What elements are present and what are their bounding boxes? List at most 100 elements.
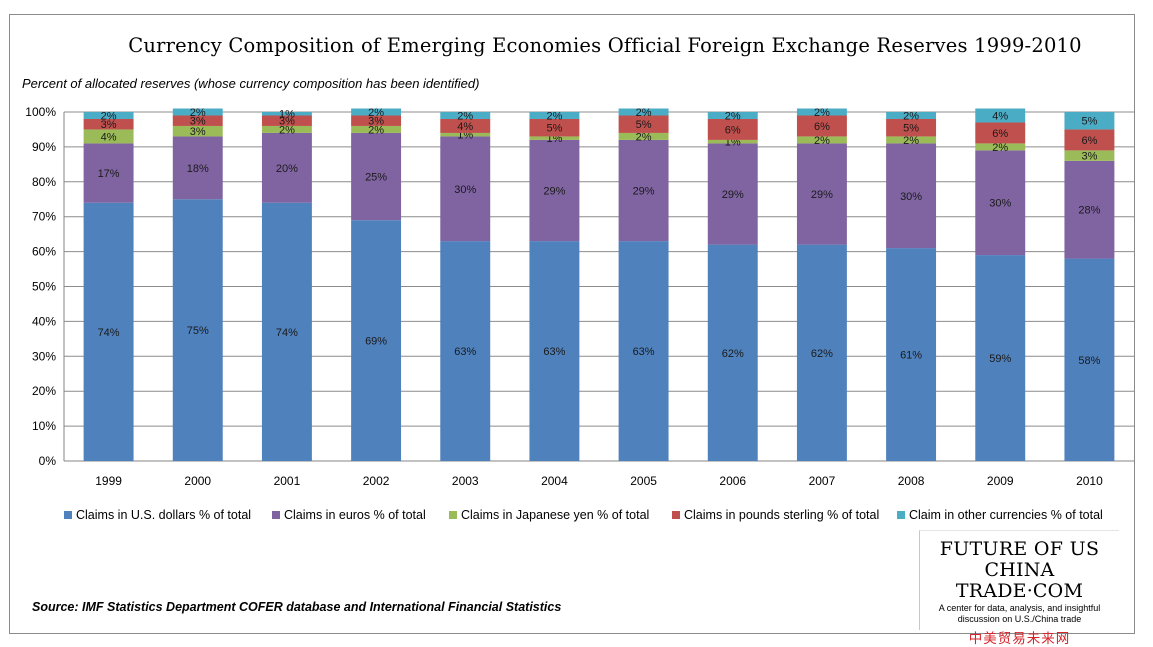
chart-title: Currency Composition of Emerging Economi…: [128, 34, 1082, 57]
data-label: 2%: [814, 135, 830, 147]
data-label: 59%: [989, 353, 1011, 365]
data-label: 4%: [992, 110, 1008, 122]
data-label: 20%: [276, 163, 298, 175]
legend-label: Claims in U.S. dollars % of total: [76, 508, 252, 522]
legend-swatch: [272, 511, 280, 519]
data-label: 5%: [903, 123, 919, 135]
bar-segment: [440, 241, 491, 461]
logo-line-1: FUTURE OF US: [939, 538, 1100, 560]
bar-segment: [975, 150, 1026, 256]
bar-segment: [707, 118, 758, 140]
bar-segment: [261, 115, 312, 126]
bar-segment: [886, 136, 937, 144]
legend-swatch: [897, 511, 905, 519]
legend-item: Claim in other currencies % of total: [897, 508, 1103, 522]
data-label: 63%: [454, 346, 476, 358]
bar-segment: [618, 139, 669, 242]
x-tick-label: 2005: [630, 474, 657, 488]
bar-segment: [796, 136, 847, 144]
data-label: 74%: [98, 327, 120, 339]
bar-segment: [261, 125, 312, 133]
data-label: 29%: [722, 189, 744, 201]
logo-line-2: CHINA TRADE·COM: [955, 559, 1084, 602]
legend-item: Claims in euros % of total: [272, 508, 426, 522]
data-label: 3%: [101, 119, 117, 131]
bar-segment: [261, 132, 312, 203]
data-label: 25%: [365, 172, 387, 184]
data-label: 4%: [457, 121, 473, 133]
legend-label: Claim in other currencies % of total: [909, 508, 1103, 522]
data-label: 5%: [636, 119, 652, 131]
bar-segment: [886, 248, 937, 461]
data-label: 75%: [187, 325, 209, 337]
data-label: 6%: [992, 128, 1008, 140]
data-label: 2%: [101, 110, 117, 122]
x-tick-label: 2009: [987, 474, 1014, 488]
data-label: 62%: [811, 348, 833, 360]
bar-segment: [172, 199, 223, 461]
bar-segment: [440, 136, 491, 242]
data-label: 29%: [543, 186, 565, 198]
bar-segment: [618, 108, 669, 116]
legend-swatch: [672, 511, 680, 519]
bar-segment: [707, 112, 758, 119]
data-label: 2%: [636, 131, 652, 143]
x-tick-label: 2007: [809, 474, 836, 488]
bar-segment: [440, 132, 491, 137]
logo-tagline-2: discussion on U.S./China trade: [957, 614, 1082, 624]
data-label: 30%: [454, 184, 476, 196]
y-tick-label: 50%: [32, 280, 56, 294]
source-note: Source: IMF Statistics Department COFER …: [32, 600, 562, 614]
legend-item: Claims in pounds sterling % of total: [672, 508, 879, 522]
data-label: 2%: [814, 107, 830, 119]
chart-subtitle: Percent of allocated reserves (whose cur…: [22, 76, 480, 91]
y-tick-label: 0%: [39, 454, 57, 468]
legend-label: Claims in pounds sterling % of total: [684, 508, 880, 522]
bar-segment: [83, 202, 134, 462]
bar-segment: [351, 125, 402, 133]
y-tick-label: 100%: [25, 105, 56, 119]
bar-segment: [618, 241, 669, 461]
data-label: 3%: [190, 126, 206, 138]
data-label: 2%: [903, 110, 919, 122]
bar-segment: [707, 143, 758, 245]
data-label: 4%: [101, 131, 117, 143]
x-tick-label: 1999: [95, 474, 122, 488]
y-tick-label: 90%: [32, 140, 56, 154]
bar-segment: [351, 220, 402, 461]
legend-item: Claims in U.S. dollars % of total: [64, 508, 251, 522]
data-label: 69%: [365, 336, 387, 348]
data-label: 2%: [636, 107, 652, 119]
data-label: 2%: [903, 135, 919, 147]
data-label: 28%: [1078, 205, 1100, 217]
bar-segment: [796, 115, 847, 137]
bar-segment: [351, 115, 402, 126]
x-tick-label: 2002: [363, 474, 390, 488]
bar-segment: [886, 112, 937, 119]
legend-label: Claims in Japanese yen % of total: [461, 508, 650, 522]
x-tick-label: 2003: [452, 474, 479, 488]
data-label: 3%: [368, 116, 384, 128]
bar-segment: [261, 112, 312, 116]
futureofuschinatrade-logo: FUTURE OF US CHINA TRADE·COM A center fo…: [919, 530, 1119, 646]
bar-segment: [796, 143, 847, 245]
bar-segment: [83, 129, 134, 144]
legend-swatch: [449, 511, 457, 519]
bar-segment: [172, 108, 223, 116]
data-label: 18%: [187, 163, 209, 175]
x-tick-label: 2010: [1076, 474, 1103, 488]
bar-segment: [83, 118, 134, 130]
data-label: 62%: [722, 348, 744, 360]
bar-segment: [886, 143, 937, 249]
bar-segment: [1064, 129, 1115, 151]
data-label: 29%: [633, 186, 655, 198]
y-tick-label: 70%: [32, 210, 56, 224]
y-tick-label: 10%: [32, 419, 56, 433]
bar-segment: [1064, 160, 1115, 259]
data-label: 29%: [811, 189, 833, 201]
legend-label: Claims in euros % of total: [284, 508, 426, 522]
bar-segment: [886, 118, 937, 137]
bar-segment: [618, 115, 669, 133]
bar-segment: [975, 122, 1026, 144]
